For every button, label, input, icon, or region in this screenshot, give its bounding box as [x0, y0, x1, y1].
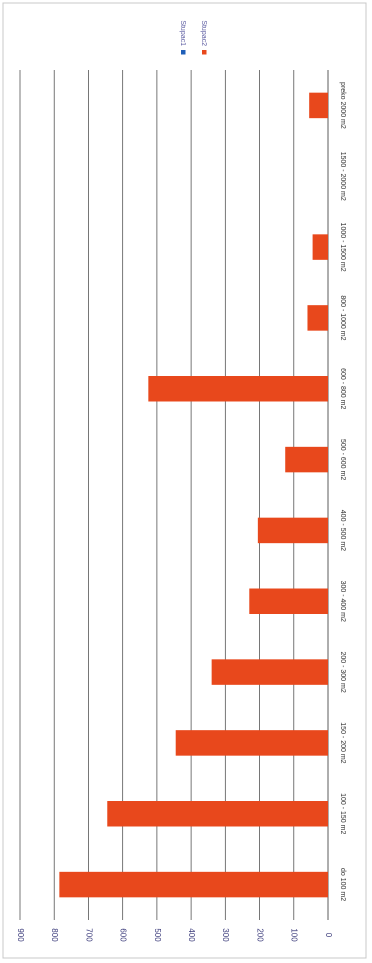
bars [59, 92, 329, 898]
legend-label: Stupac2 [200, 20, 207, 46]
legend-swatch [181, 50, 186, 55]
category-label: 100 - 150 m2 [339, 793, 346, 834]
value-tick-label: 600 [119, 928, 128, 942]
bar [249, 588, 328, 614]
value-tick-labels: 0 100 200 300 400 500 600 700 800 900 [16, 928, 333, 942]
bar [211, 659, 328, 685]
value-tick-label: 800 [50, 928, 59, 942]
legend: Stupac1 Stupac2 [179, 20, 207, 55]
value-tick-label: 100 [290, 928, 299, 942]
value-tick-label: 700 [84, 928, 93, 942]
category-label: 300 - 400 m2 [339, 581, 346, 622]
value-tick-label: 0 [324, 933, 333, 938]
category-labels: do 100 m2 100 - 150 m2 150 - 200 m2 200 - 3… [339, 82, 346, 901]
legend-swatch [202, 50, 207, 55]
bar [307, 305, 328, 331]
category-label: 800 - 1000 m2 [339, 295, 346, 340]
category-label: 500 - 600 m2 [339, 439, 346, 480]
bar [309, 92, 328, 119]
category-label: 1500 - 2000 m2 [339, 152, 346, 201]
value-tick-label: 400 [187, 928, 196, 942]
legend-label: Stupac1 [179, 20, 186, 46]
bar [257, 517, 328, 544]
category-label: preko 2000 m2 [339, 82, 346, 129]
bar [175, 730, 328, 756]
category-label: 400 - 500 m2 [339, 510, 346, 551]
value-tick-label: 200 [255, 928, 264, 942]
category-label: 1000 - 1500 m2 [339, 223, 346, 272]
bar [312, 234, 328, 260]
value-tick-label: 500 [153, 928, 162, 942]
category-label: 600 - 800 m2 [339, 368, 346, 409]
category-label: 200 - 300 m2 [339, 651, 346, 692]
value-tick-label: 300 [221, 928, 230, 942]
bar [107, 801, 329, 827]
value-tick-label: 900 [16, 928, 25, 942]
category-label: do 100 m2 [339, 868, 346, 901]
gridlines [19, 70, 329, 920]
bar [285, 446, 328, 473]
bar [59, 871, 328, 898]
chart-border [2, 2, 367, 959]
bar [148, 376, 328, 402]
category-label: 150 - 200 m2 [339, 722, 346, 763]
